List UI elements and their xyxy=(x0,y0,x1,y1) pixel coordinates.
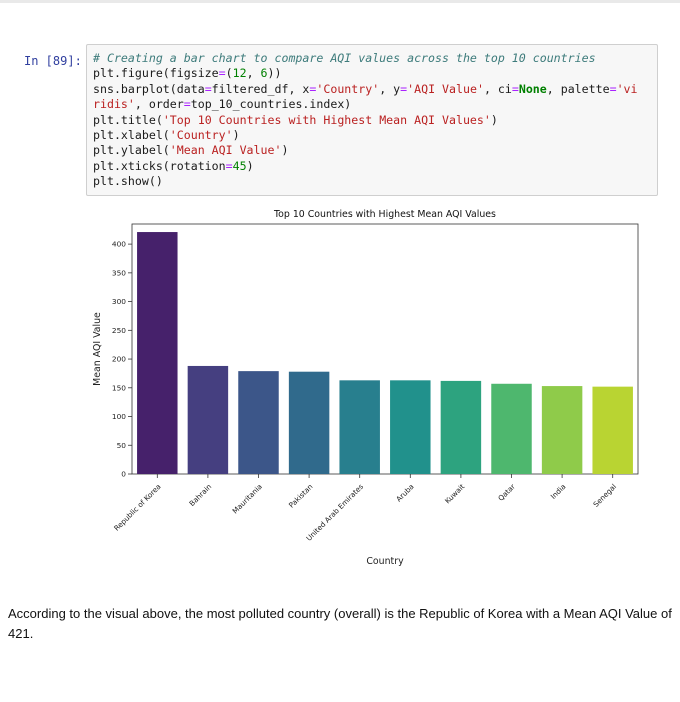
code-token: )) xyxy=(267,66,282,81)
code-token: # Creating a bar chart to compare AQI va… xyxy=(93,51,596,65)
x-axis: Republic of Korea Bahrain Mauritania Pakist… xyxy=(112,474,618,543)
code-token: = xyxy=(204,81,212,96)
bar xyxy=(390,380,431,474)
bar xyxy=(592,386,633,474)
code-token: 'Country' xyxy=(169,127,233,142)
code-token: = xyxy=(511,81,519,96)
bar xyxy=(137,232,178,474)
y-tick-label: 400 xyxy=(112,240,126,249)
code-line: plt.figure(figsize=(12, 6)) xyxy=(93,66,651,81)
x-tick-label: India xyxy=(549,482,568,501)
y-tick-label: 50 xyxy=(117,441,127,450)
code-line: plt.ylabel('Mean AQI Value') xyxy=(93,143,651,158)
x-tick-label: United Arab Emirates xyxy=(304,482,365,543)
code-token: plt.ylabel( xyxy=(93,143,170,158)
code-token: None xyxy=(518,81,547,96)
code-token: 'Country' xyxy=(316,81,380,96)
code-token: 'vi xyxy=(616,81,638,96)
code-line: plt.xticks(rotation=45) xyxy=(93,159,651,174)
bar-chart-output: Top 10 Countries with Highest Mean AQI V… xyxy=(86,202,656,576)
code-token: = xyxy=(609,81,617,96)
code-token: ) xyxy=(232,127,240,142)
code-token: = xyxy=(225,158,233,173)
code-token: plt.title( xyxy=(93,112,163,127)
bar-chart-svg: Top 10 Countries with Highest Mean AQI V… xyxy=(92,209,639,567)
x-axis-label: Country xyxy=(366,556,404,567)
x-tick-label: Mauritania xyxy=(230,482,263,515)
y-tick-label: 300 xyxy=(112,297,126,306)
code-token: 12 xyxy=(232,66,247,81)
code-token: , ci xyxy=(483,81,512,96)
x-tick-label: Republic of Korea xyxy=(112,482,163,533)
code-token: ) xyxy=(246,158,254,173)
code-token: 'Mean AQI Value' xyxy=(169,143,282,158)
code-line: sns.barplot(data=filtered_df, x='Country… xyxy=(93,82,651,97)
code-line: plt.show() xyxy=(93,174,651,189)
code-token: , y xyxy=(379,81,401,96)
code-token: plt.xlabel( xyxy=(93,127,170,142)
code-token: = xyxy=(183,97,191,112)
x-tick-label: Qatar xyxy=(496,482,517,503)
y-tick-label: 100 xyxy=(112,412,126,421)
bar xyxy=(339,380,380,474)
code-token: ridis' xyxy=(93,97,135,112)
bar xyxy=(541,386,583,474)
code-token: ) xyxy=(281,143,289,158)
bar xyxy=(491,383,532,474)
code-token: sns.barplot(data xyxy=(93,81,205,96)
code-token: top_10_countries.index) xyxy=(190,97,352,112)
bars-group xyxy=(137,232,633,474)
code-token: = xyxy=(400,81,408,96)
bar xyxy=(187,365,229,474)
bar xyxy=(238,371,279,474)
x-tick-label: Pakistan xyxy=(287,482,315,510)
code-input-area[interactable]: # Creating a bar chart to compare AQI va… xyxy=(86,44,658,196)
code-token: = xyxy=(309,81,317,96)
code-token: ) xyxy=(490,112,498,127)
code-token: plt.show() xyxy=(93,174,163,189)
code-token: ( xyxy=(225,66,233,81)
code-line: # Creating a bar chart to compare AQI va… xyxy=(93,51,651,66)
y-tick-label: 0 xyxy=(121,470,126,479)
code-token: plt.figure(figsize xyxy=(93,66,219,81)
code-line: plt.xlabel('Country') xyxy=(93,128,651,143)
y-tick-label: 150 xyxy=(112,383,126,392)
code-token: = xyxy=(218,66,226,81)
code-line: plt.title('Top 10 Countries with Highest… xyxy=(93,113,651,128)
code-token: plt.xticks(rotation xyxy=(93,158,226,173)
code-token: filtered_df, x xyxy=(211,81,310,96)
x-tick-label: Bahrain xyxy=(187,482,213,508)
bar xyxy=(288,371,330,474)
code-token: 'AQI Value' xyxy=(407,81,484,96)
code-token: , palette xyxy=(546,81,610,96)
top-border xyxy=(0,0,680,3)
y-tick-label: 250 xyxy=(112,326,126,335)
code-token: , order xyxy=(134,97,184,112)
code-line: ridis', order=top_10_countries.index) xyxy=(93,97,651,112)
chart-title: Top 10 Countries with Highest Mean AQI V… xyxy=(273,209,496,220)
x-tick-label: Aruba xyxy=(394,482,416,504)
cell-prompt: In [89]: xyxy=(24,54,82,68)
markdown-paragraph: According to the visual above, the most … xyxy=(8,606,672,641)
code-token: 45 xyxy=(232,158,247,173)
y-tick-label: 200 xyxy=(112,355,126,364)
code-token: 6 xyxy=(260,66,268,81)
x-tick-label: Kuwait xyxy=(443,482,466,505)
plot-area-frame xyxy=(131,223,639,475)
x-tick-label: Senegal xyxy=(591,482,618,509)
bar xyxy=(440,380,482,474)
code-token: 'Top 10 Countries with Highest Mean AQI … xyxy=(162,112,491,127)
code-token: , xyxy=(246,66,261,81)
y-tick-label: 350 xyxy=(112,268,126,277)
y-axis-label: Mean AQI Value xyxy=(92,312,103,386)
y-axis: 0 50 100 150 200 250 300 350 400 xyxy=(112,240,132,479)
